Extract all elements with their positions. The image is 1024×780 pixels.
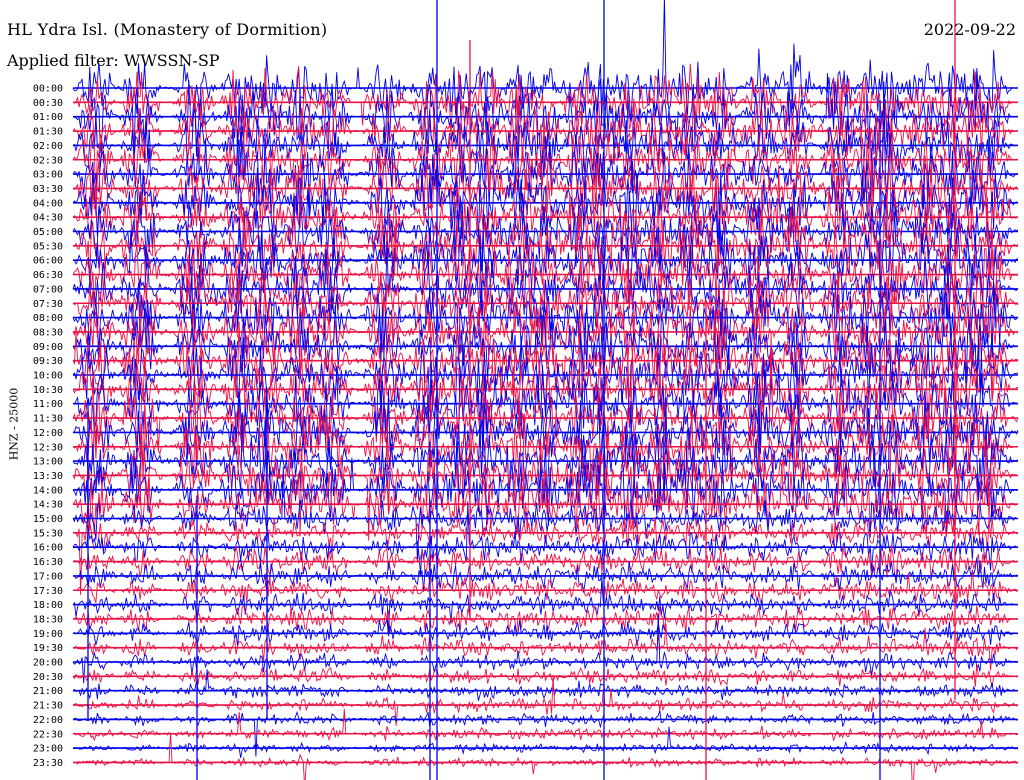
time-label-0700: 07:00 [33,284,63,295]
time-label-2100: 21:00 [33,686,63,697]
trace-row-1930 [72,623,1019,671]
time-label-2230: 22:30 [33,729,63,740]
time-label-0100: 01:00 [33,112,63,123]
time-label-1900: 19:00 [33,629,63,640]
trace-row-0000 [72,0,1019,124]
time-label-1100: 11:00 [33,399,63,410]
trace-row-2330 [72,732,1019,780]
time-label-2300: 23:00 [33,744,63,755]
trace-row-0300 [72,81,1019,220]
time-label-2330: 23:30 [33,758,63,769]
date-label: 2022-09-22 [923,20,1016,39]
time-label-0030: 00:30 [33,98,63,109]
time-label-0800: 08:00 [33,313,63,324]
trace-row-0400 [72,154,1019,248]
time-label-1730: 17:30 [33,586,63,597]
time-label-2130: 21:30 [33,701,63,712]
trace-row-2130 [72,674,1019,726]
time-label-0230: 02:30 [33,155,63,166]
time-label-1200: 12:00 [33,428,63,439]
time-label-2030: 20:30 [33,672,63,683]
trace-row-1530 [72,515,1019,595]
time-label-0300: 03:00 [33,170,63,181]
trace-row-2030 [72,663,1019,688]
time-label-0000: 00:00 [33,84,63,95]
time-label-1800: 18:00 [33,600,63,611]
trace-row-1600 [72,501,1019,575]
time-label-0130: 01:30 [33,127,63,138]
time-label-1000: 10:00 [33,371,63,382]
time-label-1400: 14:00 [33,485,63,496]
trace-row-0900 [72,305,1019,382]
time-label-1430: 14:30 [33,500,63,511]
time-label-1700: 17:00 [33,571,63,582]
time-label-0600: 06:00 [33,256,63,267]
trace-row-2100 [72,669,1019,701]
trace-row-1700 [72,557,1019,593]
trace-row-1500 [72,466,1019,563]
time-label-0200: 02:00 [33,141,63,152]
trace-row-0100 [72,73,1019,165]
trace-row-1830 [72,604,1019,636]
time-label-1830: 18:30 [33,614,63,625]
time-label-0900: 09:00 [33,342,63,353]
time-label-0930: 09:30 [33,356,63,367]
time-label-0830: 08:30 [33,327,63,338]
time-label-1530: 15:30 [33,528,63,539]
trace-row-0830 [72,279,1019,372]
time-label-1130: 11:30 [33,414,63,425]
trace-row-0500 [72,190,1019,315]
trace-row-1330 [72,438,1019,541]
trace-row-0030 [72,63,1019,140]
filter-label: Applied filter: WWSSN-SP [7,51,220,70]
trace-row-0630 [72,211,1019,327]
time-label-1330: 13:30 [33,471,63,482]
time-label-0330: 03:30 [33,184,63,195]
time-label-2200: 22:00 [33,715,63,726]
time-label-1300: 13:00 [33,457,63,468]
time-label-1630: 16:30 [33,557,63,568]
time-label-0530: 05:30 [33,241,63,252]
time-label-1230: 12:30 [33,442,63,453]
trace-row-0530 [72,194,1019,287]
time-label-0400: 04:00 [33,198,63,209]
time-label-1030: 10:30 [33,385,63,396]
time-label-1930: 19:30 [33,643,63,654]
trace-row-0700 [72,241,1019,376]
time-label-1600: 16:00 [33,543,63,554]
trace-row-1900 [72,618,1019,648]
time-label-0430: 04:30 [33,213,63,224]
time-label-2000: 20:00 [33,658,63,669]
time-label-0630: 06:30 [33,270,63,281]
station-title: HL Ydra Isl. (Monastery of Dormition) [7,20,328,39]
trace-row-0600 [72,211,1019,299]
time-label-0730: 07:30 [33,299,63,310]
trace-row-1730 [72,569,1019,604]
time-label-1500: 15:00 [33,514,63,525]
trace-row-0930 [72,301,1019,408]
trace-row-1300 [72,397,1019,511]
trace-row-1630 [72,545,1019,579]
time-label-0500: 05:00 [33,227,63,238]
trace-row-1130 [72,333,1019,466]
